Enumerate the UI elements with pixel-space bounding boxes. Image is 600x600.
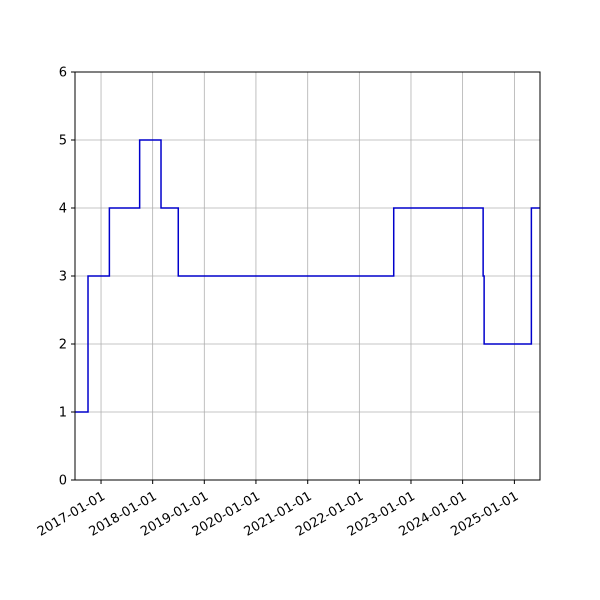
- y-tick-label: 4: [59, 202, 67, 217]
- y-axis: 0 1 2 3 4 5 6: [59, 66, 75, 489]
- series-layer: [75, 139, 540, 413]
- series-line: [75, 139, 540, 413]
- y-tick-label: 0: [59, 474, 67, 489]
- y-tick-label: 1: [59, 406, 67, 421]
- y-tick-label: 2: [59, 338, 67, 353]
- y-tick-label: 5: [59, 134, 67, 149]
- y-tick-label: 6: [59, 66, 67, 81]
- y-tick-label: 3: [59, 270, 67, 285]
